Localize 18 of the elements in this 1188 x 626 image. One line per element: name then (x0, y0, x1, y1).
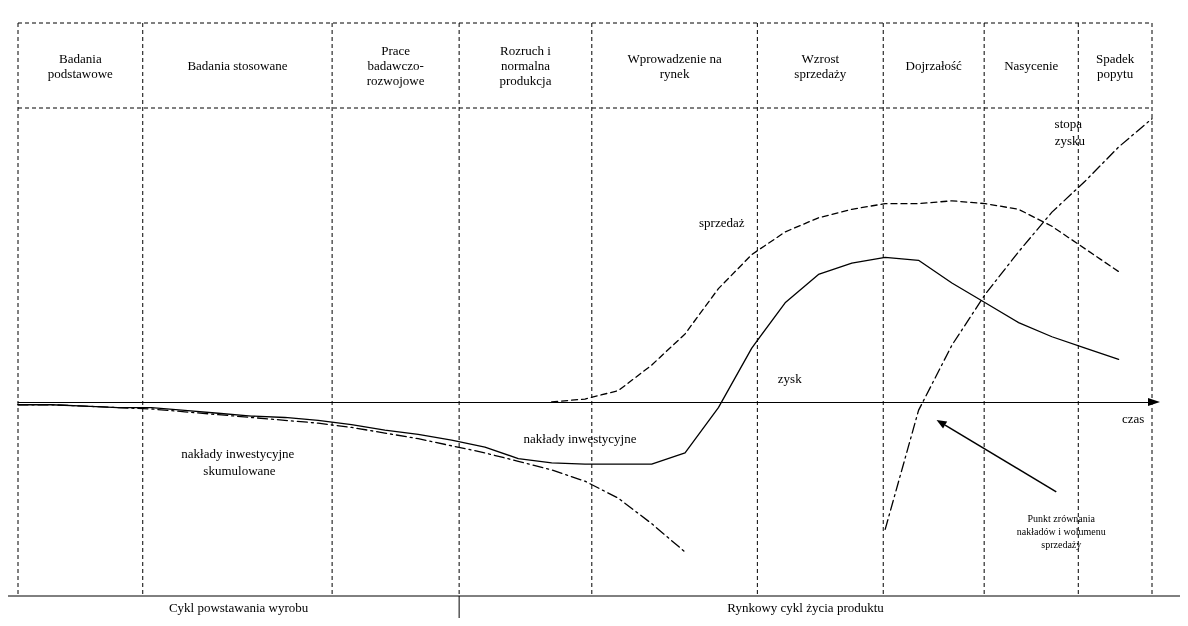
text: Cykl powstawania wyrobu (168, 599, 309, 615)
text: Wzrost sprzedaży (794, 50, 847, 81)
text: Dojrzałość (905, 58, 963, 73)
text: Rynkowy cykl życia produktu (727, 599, 885, 615)
x-axis-title: czas (1122, 410, 1145, 426)
text: zysk (777, 370, 803, 386)
text: Prace badawczo- rozwojowe (366, 43, 425, 88)
series-label: sprzedaż (699, 215, 745, 231)
text: Rozruch i normalna produkcja (499, 43, 552, 88)
text: Badania podstawowe (47, 50, 114, 81)
series-label: stopa zysku (1054, 116, 1086, 149)
text: Badania stosowane (187, 58, 288, 73)
text: Nasycenie (1004, 58, 1059, 73)
text: Wprowadzenie na rynek (627, 50, 722, 81)
annotation: nakłady inwestycyjne (523, 430, 637, 446)
series-label: nakłady inwestycyjne skumulowane (181, 446, 298, 479)
annotation: Punkt zrównania nakładów i wolumenu sprzedaży (1016, 512, 1106, 550)
text: Spadek popytu (1096, 50, 1135, 81)
